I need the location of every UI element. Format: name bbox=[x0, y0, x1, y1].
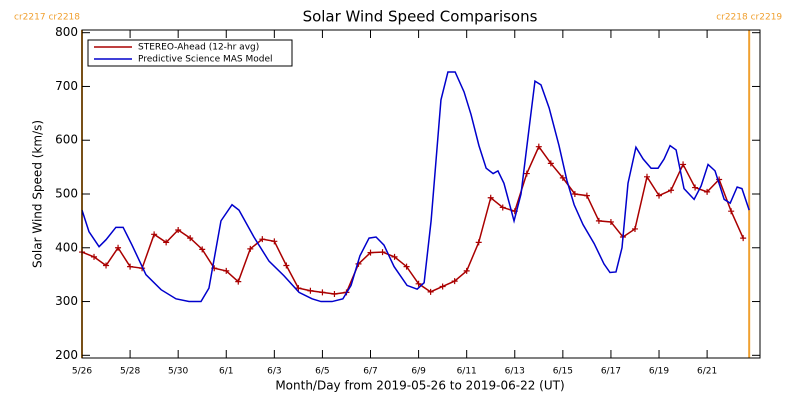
data-marker bbox=[631, 225, 638, 232]
data-marker bbox=[740, 235, 747, 242]
data-marker bbox=[680, 161, 687, 168]
x-tick-label: 6/1 bbox=[219, 367, 233, 377]
x-axis-label: Month/Day from 2019-05-26 to 2019-06-22 … bbox=[275, 379, 564, 393]
data-marker bbox=[692, 184, 699, 191]
x-tick-label: 6/11 bbox=[457, 367, 477, 377]
data-marker bbox=[331, 291, 338, 298]
data-marker bbox=[451, 278, 458, 285]
data-marker bbox=[319, 289, 326, 296]
y-tick-label: 600 bbox=[55, 133, 78, 147]
data-marker bbox=[656, 192, 663, 199]
data-marker bbox=[523, 170, 530, 177]
y-tick-label: 700 bbox=[55, 79, 78, 93]
y-tick-label: 300 bbox=[55, 294, 78, 308]
data-marker bbox=[223, 267, 230, 274]
data-marker bbox=[187, 235, 194, 242]
data-marker bbox=[163, 239, 170, 246]
data-marker bbox=[295, 285, 302, 292]
data-marker bbox=[704, 188, 711, 195]
data-marker bbox=[283, 262, 290, 269]
data-marker bbox=[403, 263, 410, 270]
data-marker bbox=[103, 262, 110, 269]
data-marker bbox=[475, 239, 482, 246]
x-tick-label: 6/17 bbox=[601, 367, 621, 377]
data-marker bbox=[559, 174, 566, 181]
data-marker bbox=[391, 253, 398, 260]
y-axis-label: Solar Wind Speed (km/s) bbox=[31, 120, 45, 268]
data-marker bbox=[91, 253, 98, 260]
legend-label: STEREO-Ahead (12-hr avg) bbox=[138, 43, 259, 53]
data-marker bbox=[583, 192, 590, 199]
y-tick-label: 500 bbox=[55, 187, 78, 201]
x-tick-label: 6/5 bbox=[315, 367, 329, 377]
x-tick-label: 5/28 bbox=[120, 367, 140, 377]
data-marker bbox=[127, 263, 134, 270]
data-marker bbox=[728, 208, 735, 215]
x-tick-label: 5/30 bbox=[168, 367, 188, 377]
data-marker bbox=[307, 287, 314, 294]
x-tick-label: 6/7 bbox=[363, 367, 377, 377]
x-tick-label: 6/13 bbox=[505, 367, 525, 377]
x-tick-label: 6/9 bbox=[411, 367, 426, 377]
chart-title: Solar Wind Speed Comparisons bbox=[303, 8, 538, 26]
legend-label: Predictive Science MAS Model bbox=[138, 55, 273, 65]
data-marker bbox=[547, 160, 554, 167]
annotation: cr2218 cr2219 bbox=[716, 13, 782, 23]
data-marker bbox=[259, 236, 266, 243]
plot-frame bbox=[81, 29, 761, 359]
data-marker bbox=[607, 218, 614, 225]
data-marker bbox=[151, 231, 158, 238]
data-marker bbox=[379, 249, 386, 256]
x-tick-label: 5/26 bbox=[72, 367, 92, 377]
data-marker bbox=[199, 246, 206, 253]
x-tick-label: 6/3 bbox=[267, 367, 281, 377]
y-tick-label: 200 bbox=[55, 348, 78, 362]
data-marker bbox=[175, 227, 182, 234]
data-marker bbox=[439, 283, 446, 290]
data-marker bbox=[235, 278, 242, 285]
data-marker bbox=[115, 244, 122, 251]
data-marker bbox=[499, 204, 506, 211]
series-line bbox=[81, 145, 744, 295]
x-tick-label: 6/19 bbox=[649, 367, 669, 377]
data-marker bbox=[571, 191, 578, 197]
x-tick-label: 6/21 bbox=[697, 367, 717, 377]
data-marker bbox=[595, 217, 602, 224]
data-marker bbox=[463, 267, 470, 274]
data-marker bbox=[367, 249, 374, 256]
annotation: cr2217 cr2218 bbox=[14, 13, 80, 23]
data-marker bbox=[427, 288, 434, 295]
data-marker bbox=[415, 280, 422, 287]
y-tick-label: 400 bbox=[55, 240, 78, 254]
data-marker bbox=[487, 194, 494, 201]
data-marker bbox=[247, 245, 254, 252]
legend-box bbox=[87, 39, 293, 67]
series-line bbox=[81, 71, 750, 303]
data-marker bbox=[668, 187, 675, 194]
data-marker bbox=[271, 238, 278, 245]
data-marker bbox=[535, 143, 542, 150]
x-tick-label: 6/15 bbox=[553, 367, 573, 377]
y-tick-label: 800 bbox=[55, 25, 78, 39]
data-marker bbox=[644, 173, 650, 180]
